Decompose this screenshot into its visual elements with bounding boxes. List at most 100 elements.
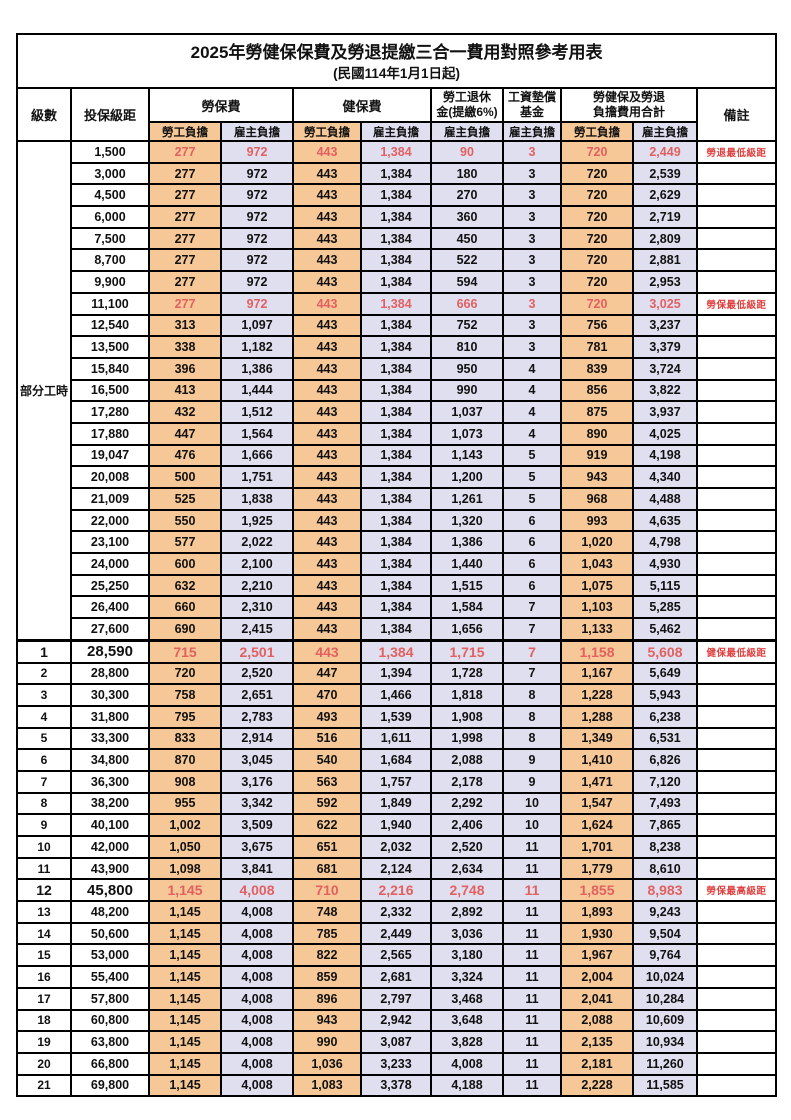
fee-cell: 1,584 <box>430 595 504 620</box>
note-cell <box>695 965 778 989</box>
fee-cell: 972 <box>220 183 294 208</box>
fee-cell: 919 <box>560 443 634 468</box>
table-row: 3 30,300 758 2,651 470 1,466 1,818 8 1,228 5,943 <box>16 683 778 707</box>
fee-cell: 577 <box>148 530 222 555</box>
level-cell: 2 <box>16 661 72 686</box>
bracket-cell: 25,250 <box>70 573 150 598</box>
bracket-cell: 3,000 <box>70 161 150 186</box>
table-row: 3,000 277 972 443 1,384 180 3 720 2,539 <box>17 161 778 186</box>
table-row: 5 33,300 833 2,914 516 1,611 1,998 8 1,349 6,531 <box>16 726 778 751</box>
fee-cell: 7 <box>502 595 562 620</box>
fee-cell: 3,025 <box>632 291 698 316</box>
fee-cell: 3,822 <box>632 378 698 403</box>
fee-cell: 720 <box>560 161 634 186</box>
table-row: 10 42,000 1,050 3,675 651 2,032 2,520 11 1,701 8,… <box>16 835 778 859</box>
bracket-cell: 26,400 <box>70 595 150 620</box>
fee-cell: 758 <box>148 683 222 707</box>
fee-cell: 443 <box>292 638 362 664</box>
bracket-cell: 69,800 <box>70 1073 150 1098</box>
note-cell: 勞保最高級距 <box>695 878 778 903</box>
fee-cell: 1,384 <box>360 421 432 446</box>
fee-cell: 443 <box>292 617 362 642</box>
note-cell <box>695 704 778 729</box>
fee-cell: 1,145 <box>148 878 222 903</box>
fee-cell: 2,881 <box>632 248 698 273</box>
sub-header-employer: 雇主負擔 <box>430 121 504 142</box>
fee-cell: 1,145 <box>148 943 222 968</box>
fee-cell: 972 <box>220 270 294 294</box>
sub-header-row: 勞工負擔 雇主負擔 勞工負擔 雇主負擔 雇主負擔 雇主負擔 勞工負擔 雇主負擔 <box>17 121 776 142</box>
fee-cell: 2,501 <box>220 638 294 664</box>
fee-cell: 2,449 <box>360 921 432 946</box>
fee-cell: 1,384 <box>360 530 432 555</box>
fee-cell: 540 <box>292 748 362 772</box>
fee-cell: 1,075 <box>560 573 634 598</box>
fee-cell: 8 <box>502 683 562 707</box>
fee-cell: 720 <box>560 183 634 208</box>
fee-cell: 1,656 <box>430 617 504 642</box>
fee-cell: 1,320 <box>430 508 504 533</box>
fee-cell: 9,243 <box>632 900 698 924</box>
total-header-line2: 負擔費用合計 <box>592 105 665 119</box>
fee-cell: 4,008 <box>430 1051 504 1076</box>
fee-cell: 1,228 <box>560 683 634 707</box>
fee-cell: 1,384 <box>360 595 432 620</box>
fee-cell: 443 <box>292 552 362 576</box>
fee-cell: 3,724 <box>632 356 698 381</box>
fee-cell: 443 <box>292 270 362 294</box>
fee-cell: 443 <box>292 573 362 598</box>
table-row: 11,100 277 972 443 1,384 666 3 720 3,025 勞保最低級距 <box>17 291 778 316</box>
fee-cell: 2,178 <box>430 769 504 794</box>
fee-cell: 277 <box>148 291 222 316</box>
level-cell: 21 <box>16 1073 72 1098</box>
table-row: 9,900 277 972 443 1,384 594 3 720 2,953 <box>17 270 778 294</box>
sub-header-employer: 雇主負擔 <box>632 121 698 142</box>
wage-fund-header-line2: 基金 <box>519 105 544 119</box>
fee-cell: 2,629 <box>632 183 698 208</box>
table-row: 16,500 413 1,444 443 1,384 990 4 856 3,822 <box>17 378 778 403</box>
fee-cell: 11 <box>502 1030 562 1054</box>
fee-cell: 3 <box>502 291 562 316</box>
fee-cell: 1,967 <box>560 943 634 968</box>
fee-cell: 1,083 <box>292 1073 362 1098</box>
level-cell: 15 <box>16 943 72 968</box>
level-cell: 1 <box>16 638 72 664</box>
fee-cell: 1,440 <box>430 552 504 576</box>
fee-cell: 443 <box>292 400 362 424</box>
level-cell: 11 <box>16 856 72 881</box>
fee-cell: 4,008 <box>220 1051 294 1076</box>
level-cell: 10 <box>16 835 72 859</box>
fee-cell: 1,384 <box>360 248 432 273</box>
fee-cell: 5,608 <box>632 638 698 664</box>
table-row: 15,840 396 1,386 443 1,384 950 4 839 3,724 <box>17 356 778 381</box>
bracket-cell: 27,600 <box>70 617 150 642</box>
fee-cell: 277 <box>148 205 222 229</box>
note-cell <box>695 986 778 1011</box>
fee-cell: 3,237 <box>632 313 698 338</box>
table-row: 20,008 500 1,751 443 1,384 1,200 5 943 4,340 <box>17 465 778 489</box>
fee-cell: 1,384 <box>360 335 432 359</box>
fee-cell: 756 <box>560 313 634 338</box>
fee-cell: 6 <box>502 573 562 598</box>
fee-cell: 1,158 <box>560 638 634 664</box>
note-cell <box>695 683 778 707</box>
col-header-total: 勞健保及勞退 負擔費用合計 <box>560 87 698 123</box>
fee-cell: 6 <box>502 508 562 533</box>
level-cell: 8 <box>16 791 72 816</box>
bracket-cell: 36,300 <box>70 769 150 794</box>
fee-cell: 785 <box>292 921 362 946</box>
fee-cell: 5,649 <box>632 661 698 686</box>
bracket-cell: 19,047 <box>70 443 150 468</box>
fee-cell: 2,953 <box>632 270 698 294</box>
col-header-labor-insurance: 勞保費 <box>148 87 294 123</box>
table-row: 13 48,200 1,145 4,008 748 2,332 2,892 11 1,893 9,… <box>16 900 778 924</box>
col-header-level: 級數 <box>16 87 72 142</box>
bracket-cell: 66,800 <box>70 1051 150 1076</box>
fee-cell: 443 <box>292 356 362 381</box>
fee-cell: 10,609 <box>632 1008 698 1033</box>
fee-cell: 4,008 <box>220 1030 294 1054</box>
sub-header-employer: 雇主負擔 <box>220 121 294 142</box>
table-row: 8,700 277 972 443 1,384 522 3 720 2,881 <box>17 248 778 273</box>
table-row: 20 66,800 1,145 4,008 1,036 3,233 4,008 11 2,181… <box>16 1051 778 1076</box>
fee-cell: 9,504 <box>632 921 698 946</box>
